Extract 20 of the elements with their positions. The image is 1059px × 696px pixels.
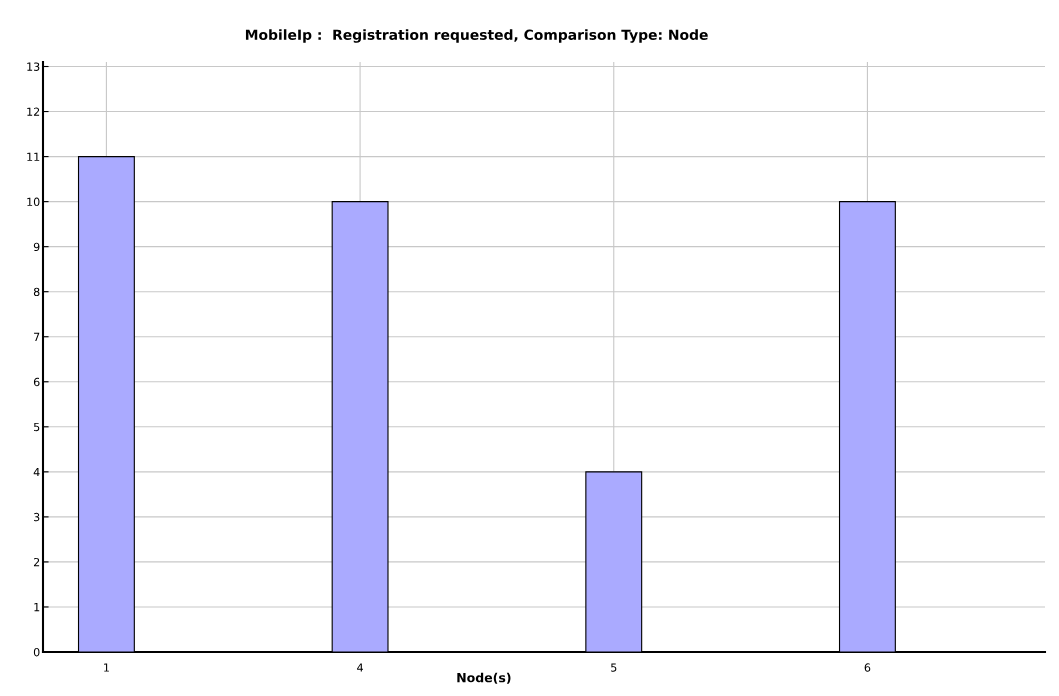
chart-title: MobileIp : Registration requested, Comparison Type: Node [245,29,708,43]
y-tick-label: 6 [33,377,40,387]
y-tick-label: 13 [27,62,40,71]
x-tick-label: 6 [864,663,871,672]
y-tick-label: 9 [33,242,40,252]
y-tick-label: 10 [27,197,40,206]
x-tick-label: 5 [611,663,617,672]
y-tick-label: 2 [33,557,40,567]
x-tick-label: 1 [104,663,109,672]
y-tick-label: 11 [27,152,40,161]
y-tick-label: 4 [33,467,40,477]
x-axis-title: Node(s) [457,672,511,684]
y-tick-label: 0 [33,647,40,657]
y-tick-label: 1 [34,603,40,612]
y-tick-label: 3 [34,512,40,522]
y-tick-label: 12 [27,107,40,116]
x-tick-label: 4 [357,663,363,672]
y-tick-label: 5 [34,422,40,432]
y-tick-label: 8 [33,287,40,297]
y-tick-label: 7 [34,332,40,341]
